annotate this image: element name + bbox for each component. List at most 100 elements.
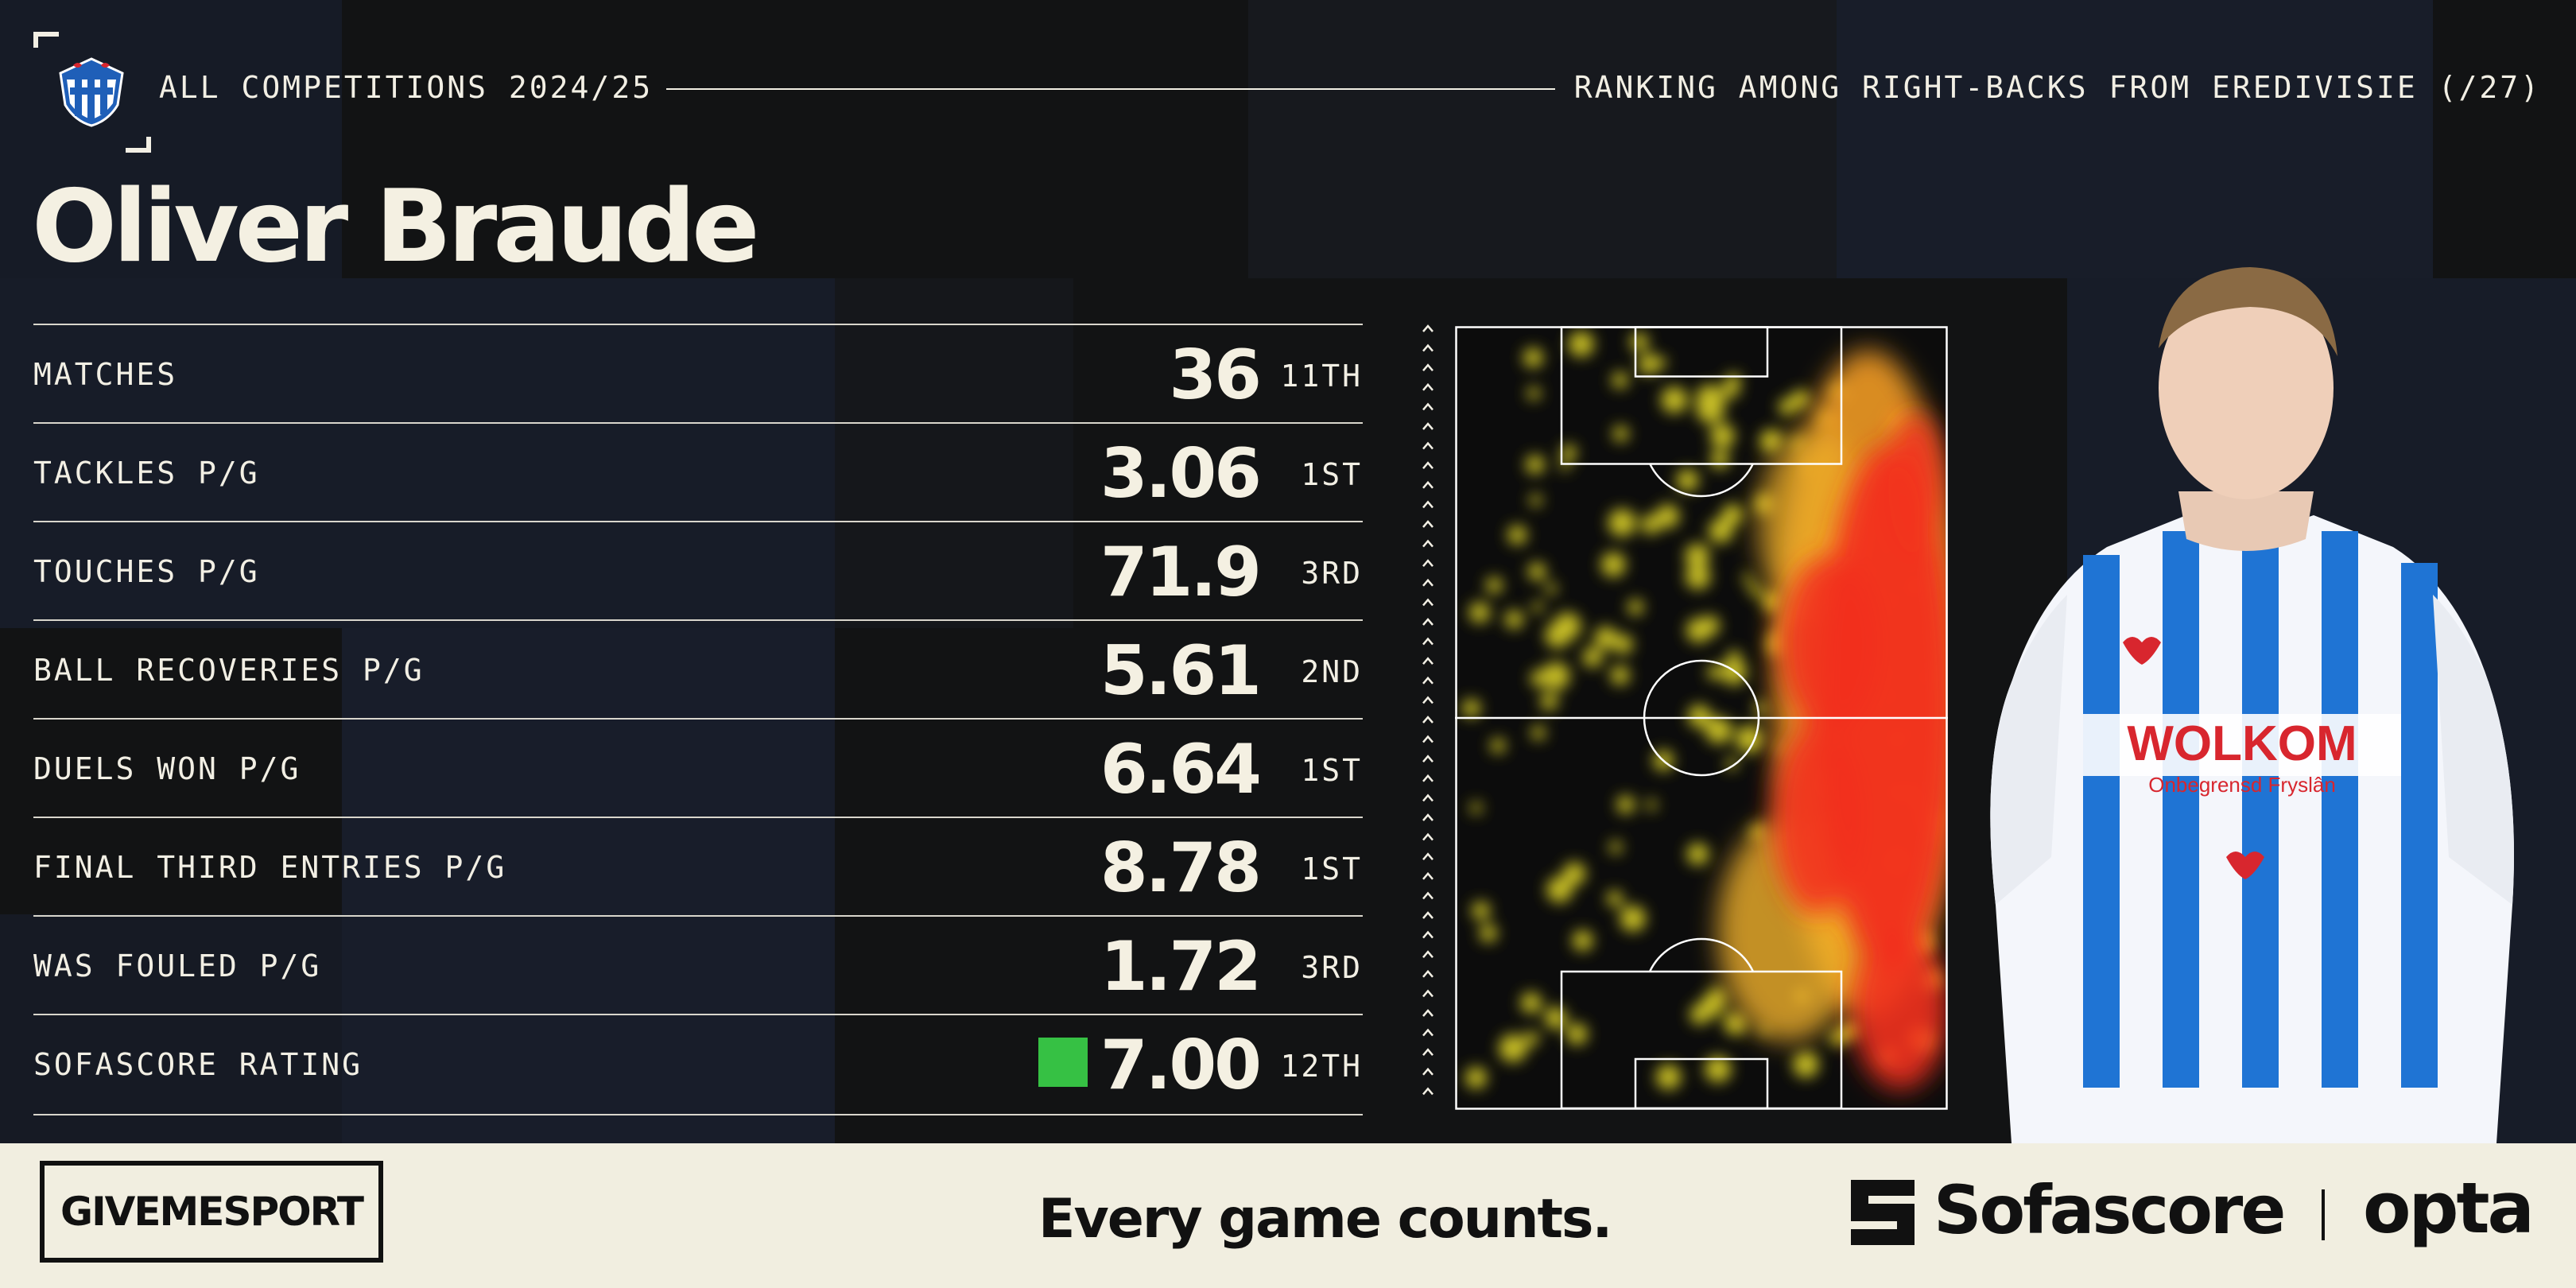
heat-blob <box>1490 738 1506 754</box>
stat-value: 6.64 <box>1100 730 1262 809</box>
heatmap-high-layer <box>1773 413 1948 1089</box>
stat-value: 8.78 <box>1100 828 1262 908</box>
stat-row: TACKLES P/G 3.06 1ST <box>33 422 1363 522</box>
heat-blob <box>1707 665 1722 680</box>
heat-blob <box>1721 504 1744 526</box>
up-arrow-icon <box>1422 578 1433 587</box>
stat-value: 3.06 <box>1100 434 1262 514</box>
player-photo: WOLKOM Onbegrensd Fryslân <box>1990 267 2514 1143</box>
heat-blob <box>1638 353 1659 375</box>
stat-label: FINAL THIRD ENTRIES P/G <box>33 850 507 885</box>
stat-label: DUELS WON P/G <box>33 751 301 786</box>
corner-bracket <box>126 137 151 153</box>
heat-blob <box>1507 525 1527 545</box>
stat-rank: 12TH <box>1280 1049 1363 1084</box>
up-arrow-icon <box>1422 813 1433 821</box>
player-name: Oliver Braude <box>32 168 760 285</box>
stat-rank: 11TH <box>1280 359 1363 394</box>
heat-blob <box>1561 444 1577 461</box>
heat-blob <box>1572 930 1593 951</box>
up-arrow-icon <box>1422 793 1433 802</box>
up-arrow-icon <box>1422 1048 1433 1057</box>
up-arrow-icon <box>1422 441 1433 450</box>
heat-blob <box>1620 906 1646 932</box>
up-arrow-icon <box>1422 343 1433 352</box>
pitch-markings <box>1455 326 1948 1110</box>
heat-blob <box>1685 564 1711 590</box>
heat-blob <box>1661 386 1688 413</box>
up-arrow-icon <box>1422 911 1433 919</box>
up-arrow-icon <box>1422 382 1433 391</box>
stat-value: 71.9 <box>1100 533 1262 612</box>
heerenveen-crest-icon <box>59 57 124 127</box>
stat-label: MATCHES <box>33 357 178 392</box>
up-arrow-icon <box>1422 755 1433 763</box>
heat-blob <box>1604 560 1621 577</box>
bg-tile <box>1248 0 1837 278</box>
heat-blob <box>1486 576 1503 594</box>
up-arrow-icon <box>1422 539 1433 548</box>
heat-blob <box>1727 650 1741 665</box>
heat-blob <box>1609 840 1622 854</box>
heat-blob <box>1790 390 1810 409</box>
heat-blob <box>1479 924 1498 942</box>
heat-blob <box>1705 1056 1732 1083</box>
up-arrow-icon <box>1422 1087 1433 1096</box>
bg-tile <box>1837 0 2433 278</box>
heat-blob <box>1530 669 1548 687</box>
heat-blob <box>1778 398 1796 416</box>
heat-blob <box>1655 357 1666 368</box>
heat-blob <box>1630 332 1649 351</box>
up-arrow-icon <box>1422 832 1433 841</box>
heat-blob <box>1759 429 1783 453</box>
heat-blob <box>1749 584 1762 597</box>
heat-blob <box>1724 1012 1747 1035</box>
heat-blob <box>1641 514 1661 534</box>
heatmap-pitch <box>1455 326 1948 1110</box>
up-arrow-icon <box>1422 1067 1433 1076</box>
heat-blob <box>1532 601 1543 613</box>
heat-blob <box>1696 384 1724 413</box>
stat-label: TACKLES P/G <box>33 456 260 491</box>
stat-rank: 1ST <box>1301 457 1363 492</box>
heat-blob <box>1470 801 1482 814</box>
stat-label: SOFASCORE RATING <box>33 1047 363 1082</box>
corner-bracket <box>33 32 59 48</box>
heat-blob <box>1627 599 1644 615</box>
heat-blob <box>1742 573 1753 584</box>
up-arrow-icon <box>1422 1009 1433 1017</box>
svg-text:WOLKOM: WOLKOM <box>2127 716 2357 771</box>
tagline: Every game counts. <box>1038 1188 1612 1251</box>
header-divider <box>666 88 1555 90</box>
up-arrow-icon <box>1422 1028 1433 1037</box>
up-arrow-icon <box>1422 852 1433 861</box>
heat-blob <box>1655 504 1680 528</box>
heat-blob <box>1527 386 1541 400</box>
opta-wordmark: opta <box>2363 1167 2535 1249</box>
heat-blob <box>1608 509 1636 537</box>
stat-value: 1.72 <box>1100 927 1262 1007</box>
bg-tile <box>0 0 342 278</box>
stat-row: WAS FOULED P/G 1.72 3RD <box>33 915 1363 1015</box>
direction-of-play-indicator <box>1422 324 1433 1096</box>
up-arrow-icon <box>1422 520 1433 528</box>
up-arrow-icon <box>1422 598 1433 607</box>
heat-blob <box>1554 612 1581 640</box>
up-arrow-icon <box>1422 871 1433 880</box>
stat-label: TOUCHES P/G <box>33 554 260 589</box>
heat-blob <box>1542 661 1570 690</box>
footer-bar: GIVEMESPORT Every game counts. Sofascore… <box>0 1143 2576 1288</box>
stat-row: DUELS WON P/G 6.64 1ST <box>33 718 1363 818</box>
stat-rank: 1ST <box>1301 753 1363 788</box>
up-arrow-icon <box>1422 618 1433 626</box>
heat-blob <box>1713 987 1725 999</box>
heat-blob <box>1705 717 1732 744</box>
heat-blob <box>1523 347 1543 368</box>
bg-tile <box>0 914 342 1143</box>
heat-blob <box>1582 647 1603 668</box>
heat-blob <box>1562 862 1586 886</box>
up-arrow-icon <box>1422 559 1433 568</box>
stat-row: TOUCHES P/G 71.9 3RD <box>33 521 1363 621</box>
heat-blob <box>1528 562 1546 580</box>
up-arrow-icon <box>1422 657 1433 665</box>
